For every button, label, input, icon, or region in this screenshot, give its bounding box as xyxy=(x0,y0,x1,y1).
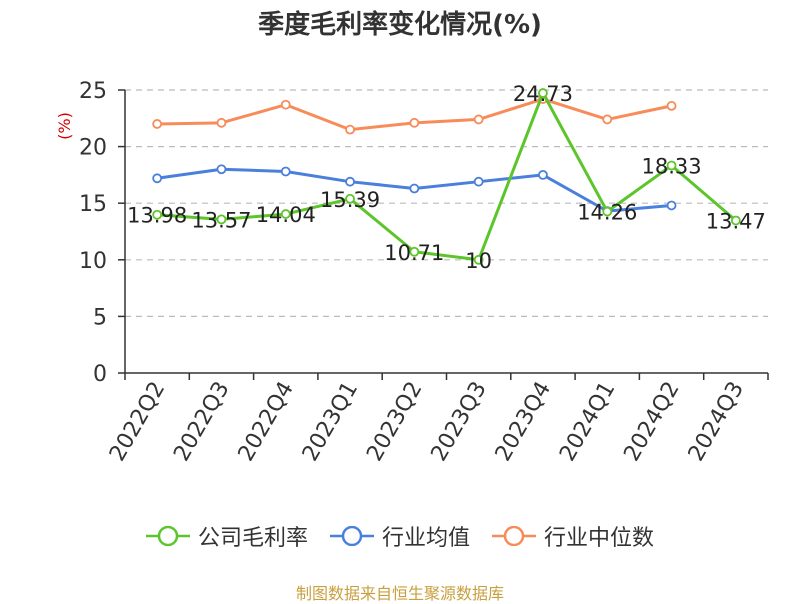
data-label: 14.26 xyxy=(577,201,637,225)
data-label: 14.04 xyxy=(256,203,316,227)
legend-item-industry-median[interactable]: 行业中位数 xyxy=(492,520,654,552)
y-tick-label: 0 xyxy=(93,362,107,387)
data-point xyxy=(345,193,355,204)
legend: 公司毛利率 行业均值 行业中位数 xyxy=(0,520,800,552)
y-tick-label: 10 xyxy=(79,249,107,274)
y-tick-label: 15 xyxy=(79,192,107,217)
data-label: 13.98 xyxy=(127,204,187,228)
data-point xyxy=(152,119,163,129)
x-tick-label: 2023Q1 xyxy=(298,378,363,466)
data-point xyxy=(345,124,355,135)
x-tick-label: 2023Q3 xyxy=(427,378,492,466)
data-label: 24.73 xyxy=(513,82,573,106)
source-note: 制图数据来自恒生聚源数据库 xyxy=(295,584,504,603)
chart-title: 季度毛利率变化情况(%) xyxy=(258,10,542,40)
series-line xyxy=(157,91,737,262)
data-point xyxy=(666,160,677,171)
data-point xyxy=(473,114,484,125)
legend-label: 公司毛利率 xyxy=(197,526,308,551)
data-label: 10 xyxy=(465,249,492,273)
data-point xyxy=(409,246,420,257)
y-tick-label: 5 xyxy=(93,305,107,330)
legend-item-company[interactable]: 公司毛利率 xyxy=(145,520,308,552)
data-label: 18.33 xyxy=(641,155,701,179)
data-point xyxy=(280,166,291,177)
data-point xyxy=(602,206,613,217)
y-tick-label: 20 xyxy=(79,136,107,161)
data-point xyxy=(473,254,484,265)
data-point xyxy=(538,169,548,180)
data-point xyxy=(152,209,163,220)
x-tick-label: 2022Q3 xyxy=(169,378,234,466)
x-tick-label: 2023Q2 xyxy=(362,378,427,466)
data-point xyxy=(216,164,227,175)
data-point xyxy=(730,215,741,226)
data-label: 13.47 xyxy=(706,210,766,234)
data-point xyxy=(473,176,484,187)
data-point xyxy=(602,114,613,125)
data-point xyxy=(409,183,420,194)
legend-marker-icon xyxy=(492,526,536,546)
legend-label: 行业均值 xyxy=(381,526,470,551)
legend-item-industry-mean[interactable]: 行业均值 xyxy=(329,520,470,552)
x-tick-label: 2022Q2 xyxy=(105,378,170,466)
legend-marker-icon xyxy=(329,526,374,546)
legend-label: 行业中位数 xyxy=(544,526,655,551)
y-axis-label: (%) xyxy=(55,112,74,140)
data-point xyxy=(409,117,420,128)
data-point xyxy=(345,176,355,187)
data-label: 10.71 xyxy=(384,241,444,265)
data-point xyxy=(280,209,291,219)
data-point xyxy=(216,117,227,128)
x-tick-label: 2024Q2 xyxy=(619,378,684,466)
x-tick-label: 2023Q4 xyxy=(491,378,556,466)
data-label: 13.57 xyxy=(191,208,251,232)
x-tick-label: 2022Q4 xyxy=(234,378,299,466)
data-point xyxy=(538,88,548,98)
data-point xyxy=(216,214,227,225)
data-point xyxy=(666,200,677,211)
data-point xyxy=(666,100,677,111)
data-point xyxy=(152,173,163,184)
y-tick-label: 25 xyxy=(79,79,107,104)
data-label: 15.39 xyxy=(320,188,380,212)
legend-marker-icon xyxy=(145,526,190,546)
x-tick-label: 2024Q1 xyxy=(555,378,620,466)
data-point xyxy=(280,99,291,110)
x-tick-label: 2024Q3 xyxy=(684,378,749,466)
